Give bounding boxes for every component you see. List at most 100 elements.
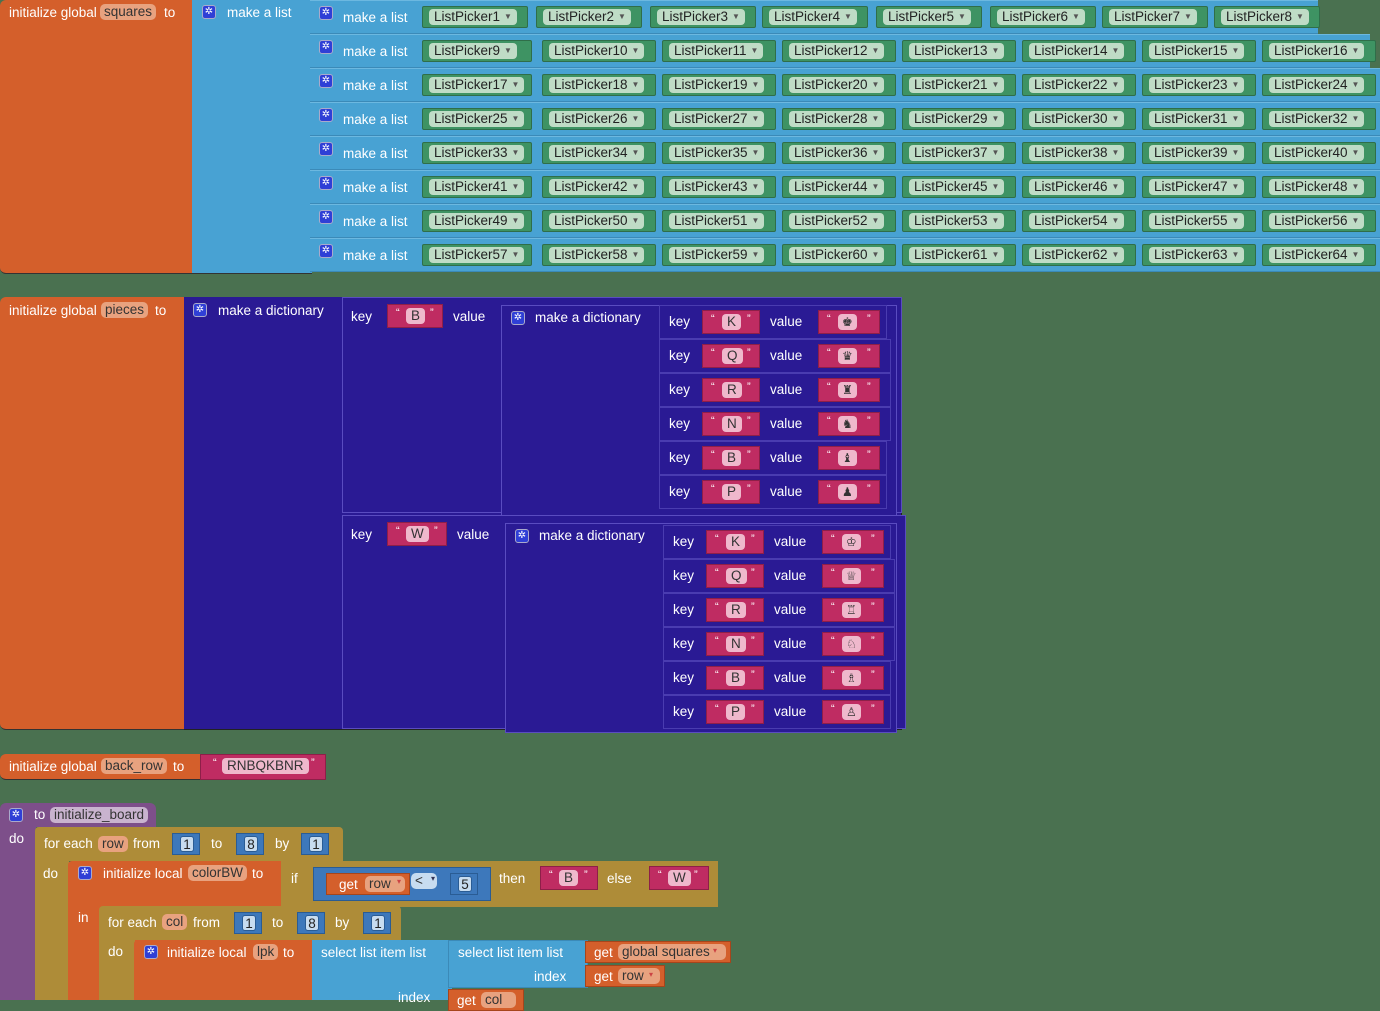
- dropdown-icon[interactable]: ▼: [871, 148, 880, 158]
- dropdown-icon[interactable]: ▼: [751, 216, 760, 226]
- dropdown-icon[interactable]: ▼: [1111, 250, 1120, 260]
- init-local-lpk-block[interactable]: ✲ initialize local lpk to: [134, 940, 316, 1000]
- listpicker-block[interactable]: ListPicker60 ▼: [782, 244, 896, 266]
- dropdown-icon[interactable]: ▼: [991, 46, 1000, 56]
- number-col-by[interactable]: 1: [363, 912, 391, 934]
- number-value[interactable]: 8: [244, 836, 258, 852]
- dropdown-icon[interactable]: ▼: [991, 114, 1000, 124]
- listpicker-block[interactable]: ListPicker50 ▼: [542, 210, 656, 232]
- listpicker-block[interactable]: ListPicker10 ▼: [542, 40, 656, 62]
- listpicker-block[interactable]: ListPicker11 ▼: [662, 40, 776, 62]
- get-row-block[interactable]: get row ▾: [585, 965, 665, 987]
- dropdown-icon[interactable]: ▼: [958, 12, 966, 22]
- number-value[interactable]: 8: [305, 915, 319, 931]
- listpicker-block[interactable]: ListPicker62 ▼: [1022, 244, 1136, 266]
- dropdown-icon[interactable]: ▼: [1111, 216, 1120, 226]
- text-block-piece-value[interactable]: “ ♜ ”: [818, 378, 880, 402]
- listpicker-block[interactable]: ListPicker12 ▼: [782, 40, 896, 62]
- dropdown-icon[interactable]: ▼: [1351, 148, 1360, 158]
- dropdown-icon[interactable]: ▼: [631, 148, 640, 158]
- var-col[interactable]: col: [481, 992, 517, 1008]
- listpicker-dropdown[interactable]: ListPicker62 ▼: [1029, 247, 1125, 263]
- listpicker-dropdown[interactable]: ListPicker35 ▼: [669, 145, 765, 161]
- number-value[interactable]: 1: [371, 915, 385, 931]
- listpicker-dropdown[interactable]: ListPicker42 ▼: [549, 179, 645, 195]
- dropdown-icon[interactable]: ▼: [871, 182, 880, 192]
- dropdown-icon[interactable]: ▼: [1351, 80, 1360, 90]
- listpicker-dropdown[interactable]: ListPicker63 ▼: [1149, 247, 1245, 263]
- listpicker-block[interactable]: ListPicker26 ▼: [542, 108, 656, 130]
- listpicker-block[interactable]: ListPicker3 ▼: [650, 6, 756, 28]
- dropdown-icon[interactable]: ▼: [511, 114, 520, 124]
- dropdown-icon[interactable]: ▼: [511, 216, 520, 226]
- dropdown-icon[interactable]: ▼: [504, 12, 512, 22]
- chess-piece-icon[interactable]: ♗: [842, 670, 861, 686]
- gear-icon[interactable]: ✲: [144, 945, 158, 959]
- gear-icon[interactable]: ✲: [78, 866, 92, 880]
- listpicker-block[interactable]: ListPicker15 ▼: [1142, 40, 1256, 62]
- text-value[interactable]: Q: [726, 568, 747, 584]
- listpicker-dropdown[interactable]: ListPicker2 ▼: [543, 9, 631, 25]
- text-block-key[interactable]: “ N ”: [706, 632, 764, 656]
- listpicker-dropdown[interactable]: ListPicker34 ▼: [549, 145, 645, 161]
- dropdown-icon[interactable]: ▼: [871, 216, 880, 226]
- listpicker-block[interactable]: ListPicker21 ▼: [902, 74, 1016, 96]
- listpicker-block[interactable]: ListPicker47 ▼: [1142, 176, 1256, 198]
- listpicker-block[interactable]: ListPicker63 ▼: [1142, 244, 1256, 266]
- dropdown-icon[interactable]: ▼: [1072, 12, 1080, 22]
- dropdown-icon[interactable]: ▼: [750, 46, 759, 56]
- listpicker-dropdown[interactable]: ListPicker25 ▼: [429, 111, 525, 127]
- dropdown-icon[interactable]: ▼: [1111, 148, 1120, 158]
- number-value[interactable]: 1: [242, 915, 256, 931]
- dropdown-icon[interactable]: ▼: [871, 250, 880, 260]
- dropdown-icon[interactable]: ▼: [1351, 250, 1360, 260]
- dropdown-icon[interactable]: ▼: [631, 114, 640, 124]
- listpicker-dropdown[interactable]: ListPicker55 ▼: [1149, 213, 1245, 229]
- dropdown-icon[interactable]: ▼: [1231, 46, 1240, 56]
- listpicker-dropdown[interactable]: ListPicker5 ▼: [883, 9, 971, 25]
- listpicker-block[interactable]: ListPicker20 ▼: [782, 74, 896, 96]
- listpicker-block[interactable]: ListPicker59 ▼: [662, 244, 776, 266]
- dropdown-icon[interactable]: ▼: [732, 12, 740, 22]
- listpicker-dropdown[interactable]: ListPicker46 ▼: [1029, 179, 1125, 195]
- listpicker-dropdown[interactable]: ListPicker15 ▼: [1149, 43, 1245, 59]
- init-global-squares-block[interactable]: initialize global squares to: [0, 0, 200, 274]
- listpicker-dropdown[interactable]: ListPicker6 ▼: [997, 9, 1085, 25]
- listpicker-dropdown[interactable]: ListPicker51 ▼: [669, 213, 765, 229]
- text-block-back-row[interactable]: “ RNBQKBNR ”: [200, 754, 326, 780]
- get-row-block[interactable]: get row ▾: [326, 873, 410, 895]
- listpicker-block[interactable]: ListPicker19 ▼: [662, 74, 776, 96]
- listpicker-dropdown[interactable]: ListPicker49 ▼: [429, 213, 525, 229]
- text-block-key[interactable]: “ P ”: [706, 700, 764, 724]
- listpicker-dropdown[interactable]: ListPicker27 ▼: [669, 111, 765, 127]
- listpicker-dropdown[interactable]: ListPicker23 ▼: [1149, 77, 1245, 93]
- listpicker-dropdown[interactable]: ListPicker14 ▼: [1029, 43, 1125, 59]
- listpicker-dropdown[interactable]: ListPicker18 ▼: [549, 77, 645, 93]
- outer-make-a-list-block[interactable]: ✲ make a list: [192, 0, 312, 274]
- listpicker-dropdown[interactable]: ListPicker32 ▼: [1269, 111, 1365, 127]
- text-value[interactable]: B: [559, 870, 579, 886]
- text-value[interactable]: R: [726, 602, 746, 618]
- listpicker-dropdown[interactable]: ListPicker52 ▼: [789, 213, 885, 229]
- text-block-key[interactable]: “ K ”: [702, 310, 760, 334]
- listpicker-dropdown[interactable]: ListPicker21 ▼: [909, 77, 1005, 93]
- var-col[interactable]: col: [162, 914, 188, 930]
- dropdown-icon[interactable]: ▼: [631, 250, 640, 260]
- listpicker-block[interactable]: ListPicker61 ▼: [902, 244, 1016, 266]
- dropdown-icon[interactable]: ▼: [991, 216, 1000, 226]
- listpicker-block[interactable]: ListPicker53 ▼: [902, 210, 1016, 232]
- chess-piece-icon[interactable]: ♛: [838, 348, 857, 364]
- compare-block[interactable]: get row ▾ < ▾ 5: [313, 867, 491, 901]
- listpicker-block[interactable]: ListPicker14 ▼: [1022, 40, 1136, 62]
- text-block-key[interactable]: “ Q ”: [706, 564, 764, 588]
- listpicker-dropdown[interactable]: ListPicker39 ▼: [1149, 145, 1245, 161]
- gear-icon[interactable]: ✲: [319, 176, 333, 190]
- text-block-piece-value[interactable]: “ ♚ ”: [818, 310, 880, 334]
- text-block-piece-value[interactable]: “ ♝ ”: [818, 446, 880, 470]
- listpicker-dropdown[interactable]: ListPicker20 ▼: [789, 77, 885, 93]
- listpicker-dropdown[interactable]: ListPicker57 ▼: [429, 247, 525, 263]
- listpicker-dropdown[interactable]: ListPicker54 ▼: [1029, 213, 1125, 229]
- dropdown-icon[interactable]: ▼: [631, 182, 640, 192]
- listpicker-block[interactable]: ListPicker54 ▼: [1022, 210, 1136, 232]
- var-name-back-row[interactable]: back_row: [101, 758, 167, 774]
